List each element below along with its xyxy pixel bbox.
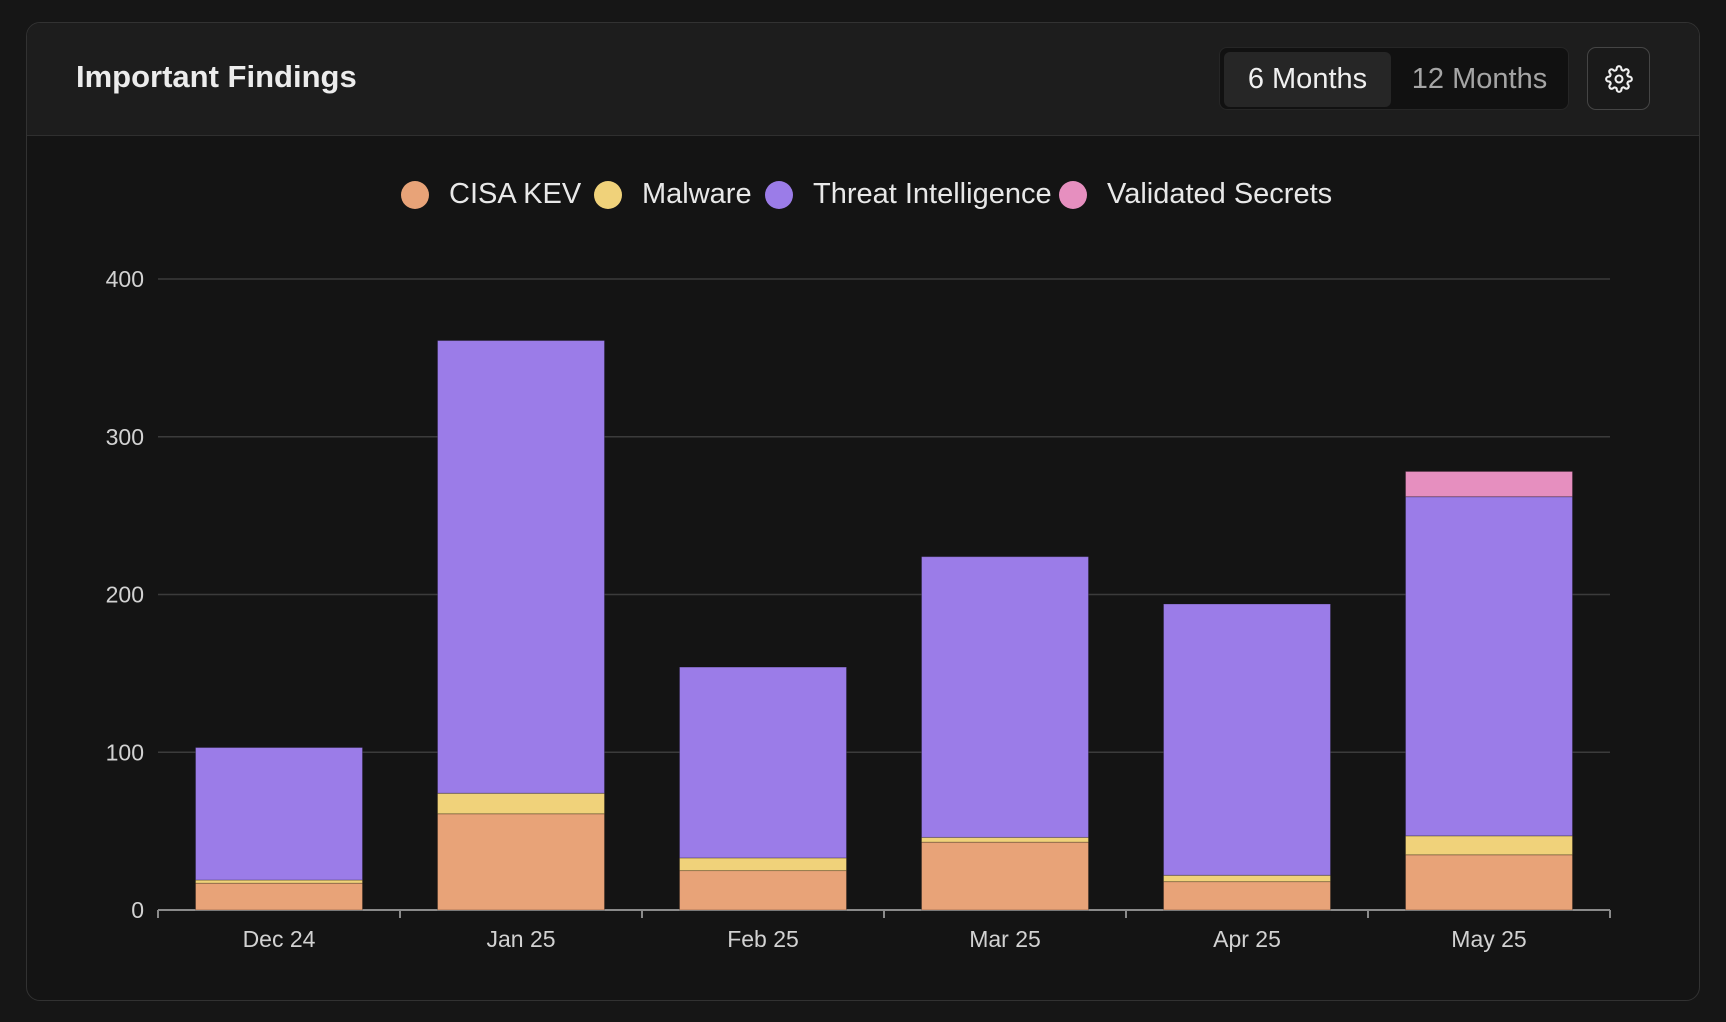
legend-swatch-validated-secrets bbox=[1059, 181, 1087, 209]
card-header: Important Findings 6 Months 12 Months bbox=[27, 23, 1699, 136]
legend-label-threat-intelligence: Threat Intelligence bbox=[813, 178, 1052, 210]
x-tick-label-may-25: May 25 bbox=[1451, 926, 1526, 952]
legend-swatch-malware bbox=[594, 181, 622, 209]
bar-may-25-malware bbox=[1405, 835, 1573, 856]
x-tick-label-dec-24: Dec 24 bbox=[243, 926, 316, 952]
y-tick-label-300: 300 bbox=[106, 424, 144, 450]
legend-swatch-cisa-kev bbox=[401, 181, 429, 209]
bar-mar-25-malware bbox=[921, 836, 1089, 843]
settings-button[interactable] bbox=[1587, 47, 1650, 110]
x-tick-label-mar-25: Mar 25 bbox=[969, 926, 1041, 952]
bar-feb-25-malware bbox=[679, 857, 847, 872]
stacked-bar-chart: 0 100 200 300 400 Dec 24 Jan 25 Feb 25 Mar 25 Apr… bbox=[106, 266, 1611, 952]
bar-feb-25-threat-intelligence bbox=[679, 666, 847, 859]
y-tick-label-400: 400 bbox=[106, 266, 144, 292]
chart-legend: CISA KEV Malware Threat Intelligence Val… bbox=[27, 173, 1699, 217]
legend-swatch-threat-intelligence bbox=[765, 181, 793, 209]
x-tick-label-jan-25: Jan 25 bbox=[486, 926, 555, 952]
gear-icon bbox=[1605, 65, 1633, 93]
y-tick-label-0: 0 bbox=[131, 897, 144, 923]
bar-dec-24-threat-intelligence bbox=[195, 747, 363, 881]
bar-jan-25-malware bbox=[437, 792, 605, 815]
legend-label-cisa-kev: CISA KEV bbox=[449, 178, 582, 210]
range-6-months-button[interactable]: 6 Months bbox=[1224, 52, 1391, 107]
x-tick-label-apr-25: Apr 25 bbox=[1213, 926, 1281, 952]
bar-may-25-cisa-kev bbox=[1405, 854, 1573, 911]
bar-dec-24-cisa-kev bbox=[195, 882, 363, 911]
bar-apr-25-malware bbox=[1163, 874, 1331, 883]
y-tick-label-100: 100 bbox=[106, 739, 144, 765]
range-12-months-button[interactable]: 12 Months bbox=[1411, 63, 1548, 95]
bar-apr-25-threat-intelligence bbox=[1163, 603, 1331, 876]
y-tick-label-200: 200 bbox=[106, 582, 144, 608]
bar-mar-25-threat-intelligence bbox=[921, 556, 1089, 838]
bar-may-25-threat-intelligence bbox=[1405, 496, 1573, 837]
legend-label-malware: Malware bbox=[642, 178, 752, 210]
bar-feb-25-cisa-kev bbox=[679, 870, 847, 911]
range-toggle: 6 Months 12 Months bbox=[1219, 47, 1569, 110]
bar-mar-25-cisa-kev bbox=[921, 841, 1089, 911]
bar-may-25-validated-secrets bbox=[1405, 470, 1573, 498]
bar-apr-25-cisa-kev bbox=[1163, 881, 1331, 911]
bar-jan-25-cisa-kev bbox=[437, 813, 605, 911]
bar-jan-25-threat-intelligence bbox=[437, 340, 605, 794]
important-findings-card: Important Findings 6 Months 12 Months CI… bbox=[26, 22, 1700, 1001]
card-title: Important Findings bbox=[76, 59, 357, 94]
x-tick-label-feb-25: Feb 25 bbox=[727, 926, 799, 952]
legend-label-validated-secrets: Validated Secrets bbox=[1107, 178, 1333, 210]
